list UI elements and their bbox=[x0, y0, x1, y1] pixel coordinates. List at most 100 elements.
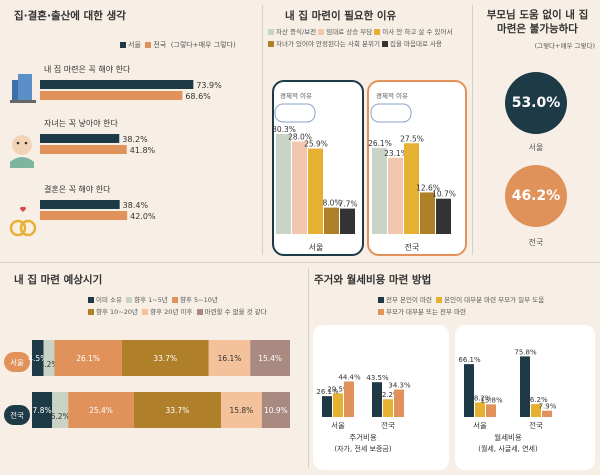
legend-seoul: 서울 bbox=[128, 41, 141, 49]
segment-label-0-4: 16.1% bbox=[218, 354, 242, 363]
bar-0-0-2 bbox=[344, 381, 354, 417]
legend-10-20: 향후 10~20년 bbox=[96, 308, 138, 316]
bar-label-1-0-1: 18.2% bbox=[469, 394, 492, 402]
category-label-2: 결혼은 꼭 해야 한다 bbox=[44, 184, 111, 194]
group-caption-1: 월세비용 bbox=[494, 432, 522, 442]
bar-0-0 bbox=[276, 134, 291, 234]
bar-label-0-1-1: 22.2% bbox=[377, 391, 400, 399]
legend-20plus: 향후 20년 이후 bbox=[150, 308, 193, 316]
bar-1-1 bbox=[40, 145, 127, 154]
bar-label-0-0-2: 44.4% bbox=[338, 373, 361, 381]
rings-icon bbox=[9, 206, 37, 237]
bar-label-1-3: 12.6% bbox=[416, 183, 440, 192]
bar-0-1-2 bbox=[394, 389, 404, 417]
bar-2-1 bbox=[40, 211, 128, 220]
segment-0-4 bbox=[208, 340, 251, 376]
legend-5-10: 향후 5~10년 bbox=[180, 296, 218, 304]
bar-0-1-0 bbox=[372, 382, 382, 417]
legend-mostly-self: 본인이 대부분 마련 부모가 일부 도움 bbox=[444, 296, 545, 304]
legend-national: 전국 bbox=[153, 41, 167, 49]
category-label-0-1: 전국 bbox=[381, 420, 395, 430]
bar-label-1-4: 10.7% bbox=[432, 190, 456, 199]
vertical-divider-2 bbox=[472, 5, 473, 255]
bar-label-0-1: 68.6% bbox=[185, 92, 211, 101]
vertical-divider-3 bbox=[308, 268, 309, 468]
annotation-bracket-1 bbox=[370, 103, 412, 123]
horizontal-divider bbox=[0, 262, 600, 263]
bar-label-1-0: 38.2% bbox=[122, 135, 148, 144]
bar-0-3 bbox=[324, 207, 339, 234]
apartment-icon bbox=[10, 74, 36, 103]
bar-label-0-1: 28.0% bbox=[288, 133, 312, 142]
segment-label-0-2: 26.1% bbox=[76, 354, 100, 363]
segment-0-5 bbox=[250, 340, 290, 376]
seoul-circle: 53.0% bbox=[505, 72, 567, 134]
bar-0-4 bbox=[340, 208, 355, 234]
legend-note: (그렇다+매우 그렇다) bbox=[170, 41, 236, 49]
panel3-title-line2: 마련은 불가능하다 bbox=[497, 23, 578, 35]
legend-no-move: 이사 안 하고 살 수 있어서 bbox=[382, 28, 453, 36]
bar-label-1-2: 27.5% bbox=[400, 134, 424, 143]
segment-1-0 bbox=[32, 392, 53, 428]
legend-owned: 이미 소유 bbox=[96, 296, 122, 304]
group-subcaption-1: (월세, 사글세, 연세) bbox=[478, 444, 538, 453]
bar-label-0-1-2: 34.3% bbox=[388, 382, 411, 390]
bar-0-1 bbox=[40, 91, 183, 100]
segment-1-3 bbox=[133, 392, 221, 428]
bar-1-0-1 bbox=[475, 402, 485, 417]
bar-1-0-2 bbox=[486, 404, 496, 417]
bar-0-1 bbox=[292, 141, 307, 234]
bar-1-1-2 bbox=[542, 410, 552, 417]
bar-0-0 bbox=[40, 80, 194, 89]
segment-0-3 bbox=[121, 340, 209, 376]
national-label: 전국 bbox=[528, 238, 544, 247]
national-pill: 전국 bbox=[4, 405, 30, 425]
seoul-percent: 53.0% bbox=[511, 95, 561, 111]
group-subcaption-0: (자가, 전세 보증금) bbox=[334, 444, 391, 453]
annotation-1: 경제적 이유 bbox=[376, 91, 408, 100]
panel4-legend: 이미 소유 향후 1~5년 향후 5~10년 향후 10~20년 향후 20년 … bbox=[88, 294, 308, 318]
panel2-title: 내 집 마련이 필요한 이유 bbox=[285, 10, 397, 22]
panel3-title-line1: 부모님 도움 없이 내 집 bbox=[486, 9, 589, 21]
segment-label-0-3: 33.7% bbox=[153, 354, 177, 363]
vertical-divider-1 bbox=[262, 5, 263, 255]
national-circle: 46.2% bbox=[505, 165, 567, 227]
segment-label-1-4: 15.8% bbox=[229, 406, 253, 415]
category-label-1-0: 서울 bbox=[473, 421, 487, 430]
bar-label-2-0: 38.4% bbox=[123, 201, 149, 210]
bar-label-0-2: 25.9% bbox=[304, 140, 328, 149]
panel1-title: 집·결혼·출산에 대한 생각 bbox=[14, 10, 126, 22]
bar-label-0-0-0: 26.1% bbox=[316, 388, 339, 396]
panel3-title: 부모님 도움 없이 내 집 마련은 불가능하다 bbox=[480, 8, 595, 36]
seoul-label: 서울 bbox=[528, 143, 544, 152]
segment-label-1-3: 33.7% bbox=[166, 406, 190, 415]
bar-label-0-1-0: 43.5% bbox=[366, 374, 389, 382]
bar-1-1 bbox=[388, 157, 403, 234]
bar-label-1-1-0: 75.8% bbox=[514, 348, 537, 356]
legend-parents: 부모가 대부분 또는 전부 마련 bbox=[386, 308, 467, 316]
segment-0-1 bbox=[43, 340, 55, 376]
bar-0-0-0 bbox=[322, 396, 332, 417]
bar-0-2 bbox=[308, 148, 323, 234]
bar-0-1-1 bbox=[383, 399, 393, 417]
seoul-pill: 서울 bbox=[4, 352, 30, 372]
segment-label-1-0: 7.8% bbox=[33, 406, 52, 415]
panel2-legend: 자산 증식/보전 임대료 상승 부담 이사 안 하고 살 수 있어서 자녀가 있… bbox=[268, 26, 452, 50]
legend-cannot: 마련할 수 없을 것 같다 bbox=[204, 308, 267, 316]
legend-1-5: 향후 1~5년 bbox=[134, 296, 168, 304]
segment-label-0-0: 4.5% bbox=[28, 354, 47, 363]
legend-asset: 자산 증식/보전 bbox=[276, 28, 317, 36]
group-label-1: 전국 bbox=[405, 242, 420, 252]
bar-1-0-0 bbox=[464, 364, 474, 417]
bar-1-1-1 bbox=[531, 404, 541, 417]
segment-1-2 bbox=[68, 392, 134, 428]
segment-label-0-1: 4.2% bbox=[39, 360, 58, 369]
bar-label-2-1: 42.0% bbox=[130, 212, 156, 221]
bar-2-0 bbox=[40, 200, 120, 209]
panel3-subtitle: (그렇다+매우 그렇다) bbox=[534, 42, 595, 50]
segment-label-1-1: 6.2% bbox=[51, 412, 70, 421]
annotation-bracket-0 bbox=[274, 103, 316, 123]
panel2-chart: 경제적 이유 30.3%28.0%25.9% 8.0%7.7% 서울 경제적 이유 26.… bbox=[272, 91, 456, 252]
